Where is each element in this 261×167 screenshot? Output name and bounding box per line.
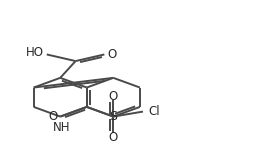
Text: O: O (107, 48, 116, 61)
Text: S: S (109, 110, 117, 123)
Text: NH: NH (53, 121, 70, 134)
Text: O: O (49, 110, 58, 123)
Text: O: O (109, 131, 118, 144)
Text: Cl: Cl (148, 105, 160, 118)
Text: O: O (109, 90, 118, 103)
Text: HO: HO (26, 46, 44, 59)
